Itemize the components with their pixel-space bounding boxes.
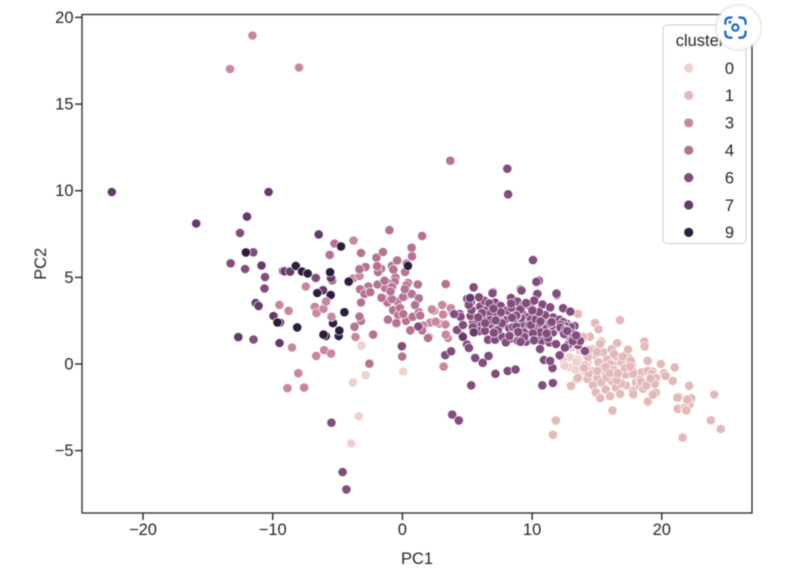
- svg-text:15: 15: [55, 96, 73, 114]
- svg-text:5: 5: [64, 269, 73, 287]
- svg-text:cluster: cluster: [676, 32, 725, 50]
- svg-text:10: 10: [55, 182, 73, 200]
- svg-text:1: 1: [725, 87, 734, 105]
- svg-text:0: 0: [725, 60, 734, 78]
- svg-text:−20: −20: [129, 521, 157, 539]
- svg-text:20: 20: [653, 521, 671, 539]
- svg-text:4: 4: [725, 142, 734, 160]
- svg-text:20: 20: [55, 9, 73, 27]
- svg-text:PC1: PC1: [401, 550, 433, 568]
- svg-text:3: 3: [725, 115, 734, 133]
- svg-text:6: 6: [725, 169, 734, 187]
- svg-text:−10: −10: [259, 521, 287, 539]
- svg-text:7: 7: [725, 197, 734, 215]
- svg-text:0: 0: [64, 356, 73, 374]
- svg-text:9: 9: [725, 224, 734, 242]
- svg-text:−5: −5: [55, 442, 74, 460]
- svg-text:PC2: PC2: [32, 248, 50, 280]
- svg-text:0: 0: [398, 521, 407, 539]
- svg-text:10: 10: [523, 521, 541, 539]
